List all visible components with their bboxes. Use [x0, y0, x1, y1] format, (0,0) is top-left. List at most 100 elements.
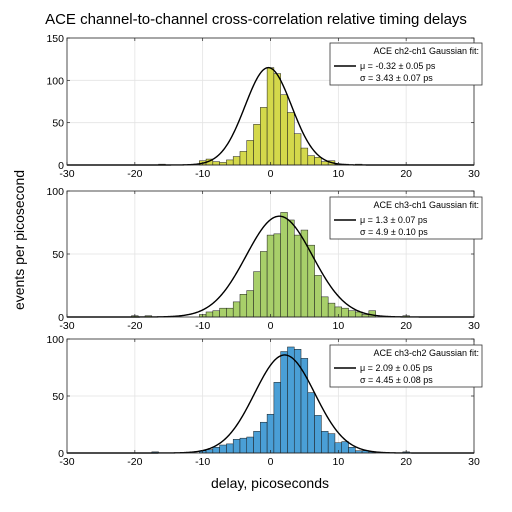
- legend-title: ACE ch3-ch2 Gaussian fit:: [373, 348, 479, 358]
- histogram-bar: [253, 124, 261, 166]
- histogram-bar: [280, 212, 288, 318]
- histogram-bar: [341, 441, 349, 454]
- x-tick-label: -10: [195, 168, 210, 180]
- histogram-bar: [287, 346, 295, 454]
- histogram-bar: [293, 234, 302, 318]
- histogram-bar: [253, 431, 261, 454]
- histogram-bar: [327, 433, 336, 454]
- histogram-bar: [314, 157, 322, 166]
- x-tick-label: -10: [195, 320, 210, 332]
- panel-ch3-ch2: -30 -20 -10 0 10 20 30 0 50 100 ACE ch3-ch2 Gauss…: [46, 334, 483, 468]
- histogram-bar: [280, 351, 288, 454]
- legend-ch3-ch1: ACE ch3-ch1 Gaussian fit: μ = 1.3 ± 0.07…: [329, 196, 483, 240]
- legend-title: ACE ch3-ch1 Gaussian fit:: [373, 200, 479, 210]
- histogram-bar: [266, 67, 275, 166]
- histogram-bar: [314, 275, 322, 318]
- x-tick-label: -30: [59, 168, 74, 180]
- histogram-bar: [232, 156, 241, 166]
- x-tick-label: 10: [332, 168, 344, 180]
- histogram-bar: [348, 310, 356, 318]
- y-tick-label: 0: [58, 160, 64, 172]
- legend-title: ACE ch2-ch1 Gaussian fit:: [373, 46, 479, 56]
- histogram-bar: [260, 251, 268, 318]
- histogram-bar: [314, 415, 322, 454]
- histogram-bar: [253, 271, 261, 318]
- x-tick-label: -20: [127, 168, 142, 180]
- x-tick-label: 10: [332, 320, 344, 332]
- histogram-bar: [321, 296, 329, 318]
- legend-box: [329, 196, 483, 240]
- y-tick-label: 0: [58, 312, 64, 324]
- legend-box: [329, 344, 483, 388]
- x-tick-label: 30: [468, 456, 480, 468]
- histogram-bar: [212, 161, 220, 166]
- x-tick-label: 30: [468, 168, 480, 180]
- histogram-bar: [327, 302, 336, 318]
- histogram-bar: [321, 431, 329, 454]
- histogram-bar: [266, 234, 275, 318]
- x-axis-label: delay, picoseconds: [211, 475, 329, 491]
- histogram-bar: [307, 155, 315, 166]
- histogram-bar: [219, 444, 227, 454]
- histogram-bar: [273, 73, 281, 166]
- legend-ch2-ch1: ACE ch2-ch1 Gaussian fit: μ = -0.32 ± 0.…: [329, 42, 483, 86]
- x-tick-label: 30: [468, 320, 480, 332]
- histogram-bar: [219, 307, 227, 318]
- x-tick-label: 20: [400, 320, 412, 332]
- histogram-bar: [226, 443, 234, 454]
- x-tick-label: 0: [268, 168, 274, 180]
- x-tick-label: -30: [59, 320, 74, 332]
- histogram-bar: [287, 112, 295, 166]
- y-tick-label: 100: [46, 334, 64, 346]
- histogram-bar: [232, 439, 241, 454]
- histogram-bar: [273, 382, 281, 454]
- histogram-bar: [212, 447, 220, 454]
- histogram-bar: [212, 310, 220, 318]
- legend-mu: μ = 2.09 ± 0.05 ps: [360, 363, 433, 373]
- histogram-bar: [246, 290, 254, 318]
- legend-mu: μ = -0.32 ± 0.05 ps: [360, 61, 436, 71]
- legend-sigma: σ = 3.43 ± 0.07 ps: [360, 73, 433, 83]
- legend-mu: μ = 1.3 ± 0.07 ps: [360, 215, 428, 225]
- legend-box: [329, 42, 483, 86]
- y-tick-label: 0: [58, 448, 64, 460]
- histogram-bar: [239, 437, 248, 454]
- histogram-bar: [226, 307, 234, 318]
- histogram-bar: [226, 159, 234, 166]
- histogram-bar: [280, 94, 288, 166]
- y-tick-label: 100: [46, 75, 64, 87]
- legend-ch3-ch2: ACE ch3-ch2 Gaussian fit: μ = 2.09 ± 0.0…: [329, 344, 483, 388]
- y-axis-label: events per picosecond: [11, 170, 27, 310]
- x-tick-label: -30: [59, 456, 74, 468]
- x-tick-label: 20: [400, 456, 412, 468]
- x-tick-label: 0: [268, 320, 274, 332]
- histogram-bar: [321, 161, 329, 166]
- y-tick-label: 50: [52, 118, 64, 130]
- histogram-bar: [246, 140, 254, 166]
- y-tick-label: 100: [46, 186, 64, 198]
- y-tick-label: 150: [46, 33, 64, 45]
- figure-title: ACE channel-to-channel cross-correlation…: [45, 11, 467, 28]
- histogram-bar: [260, 107, 268, 166]
- legend-sigma: σ = 4.45 ± 0.08 ps: [360, 375, 433, 385]
- histogram-bar: [300, 229, 309, 318]
- histogram-bar: [307, 392, 315, 454]
- x-tick-label: -20: [127, 456, 142, 468]
- panel-ch2-ch1: -30 -20 -10 0 10 20 30 0 50 100 150 ACE ch2-ch1 Ga…: [46, 33, 483, 180]
- histogram-bar: [205, 311, 214, 318]
- histogram-bar: [232, 301, 241, 318]
- histogram-bar: [341, 307, 349, 318]
- histogram-bar: [260, 421, 268, 454]
- histogram-bar: [239, 294, 248, 318]
- x-tick-label: 10: [332, 456, 344, 468]
- histogram-bar: [246, 436, 254, 454]
- histogram-bar: [287, 219, 295, 318]
- y-tick-label: 50: [52, 249, 64, 261]
- histogram-bar: [307, 244, 315, 318]
- histogram-bar: [273, 233, 281, 318]
- y-tick-label: 50: [52, 391, 64, 403]
- x-tick-label: 20: [400, 168, 412, 180]
- histogram-bar: [266, 413, 275, 454]
- legend-sigma: σ = 4.9 ± 0.10 ps: [360, 227, 428, 237]
